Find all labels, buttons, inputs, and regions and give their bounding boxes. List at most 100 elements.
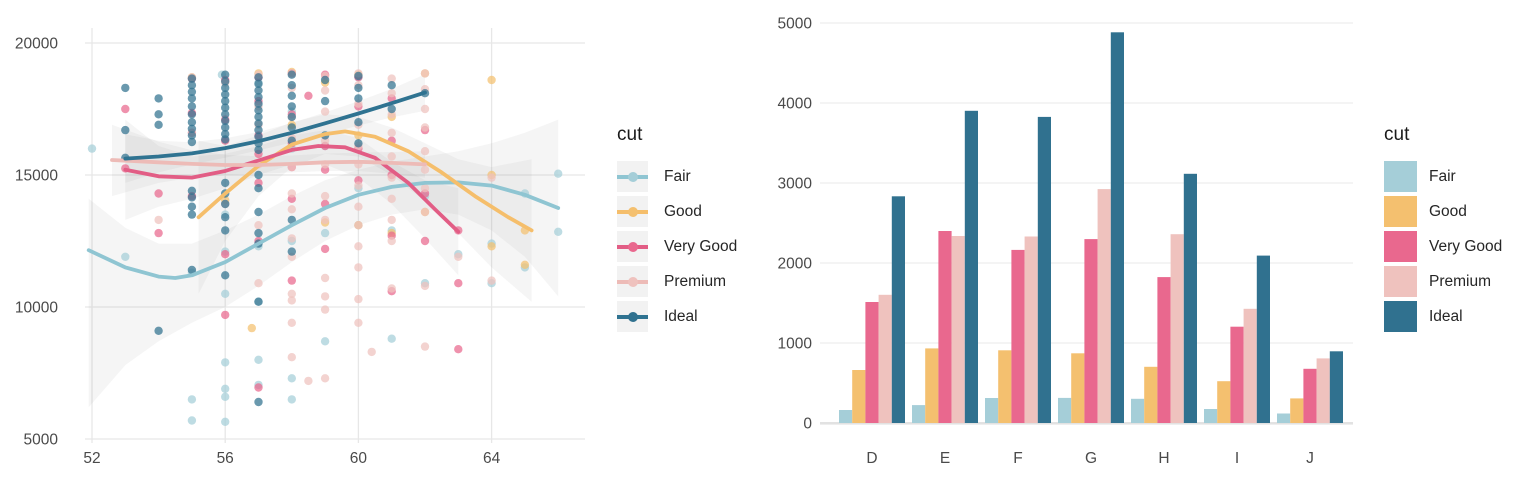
legend-item-very-good: Very Good (1384, 231, 1534, 262)
legend-item-premium: Premium (617, 266, 767, 297)
scatter-point-ideal (187, 202, 197, 211)
scatter-point-premium (320, 86, 330, 95)
scatter-point-very-good (304, 91, 313, 101)
scatter-point-premium (354, 181, 363, 190)
scatter-point-premium (320, 215, 330, 225)
scatter-point-ideal (287, 102, 296, 111)
scatter-point-premium (420, 207, 430, 217)
bar-d-fair (839, 410, 853, 423)
scatter-point-fair (187, 395, 197, 404)
scatter-point-premium (420, 123, 430, 132)
scatter-point-ideal (221, 226, 230, 235)
legend-key-dot-premium (627, 276, 638, 287)
bar-g-very-good (1084, 239, 1098, 423)
scatter-point-premium (287, 189, 296, 198)
scatter-point-ideal (254, 125, 263, 135)
scatter-point-premium (387, 89, 396, 98)
legend-label-ideal: Ideal (1429, 307, 1463, 325)
scatter-point-ideal (387, 81, 396, 90)
scatter-point-ideal (187, 102, 197, 111)
scatter-point-premium (354, 202, 363, 211)
bar-i-very-good (1230, 326, 1244, 423)
legend-cut-bar: cut Fair Good Very Good Premium Ideal (1384, 124, 1534, 336)
scatter-point-ideal (187, 81, 197, 90)
scatter-point-ideal (187, 186, 197, 195)
scatter-point-ideal (254, 170, 263, 180)
scatter-point-ideal (287, 91, 296, 101)
scatter-point-premium (254, 221, 263, 230)
confidence-band-good (198, 114, 532, 302)
legend-key-ideal (617, 301, 648, 332)
scatter-point-very-good (254, 383, 263, 392)
scatter-point-premium (420, 281, 430, 291)
bar-j-very-good (1303, 368, 1317, 423)
scatter-point-good (247, 323, 256, 333)
scatter-point-ideal (254, 397, 263, 407)
scatter-point-premium (320, 305, 330, 314)
bar-h-premium (1170, 234, 1184, 423)
scatter-point-premium (154, 215, 163, 225)
scatter-point-ideal (221, 271, 230, 280)
bar-f-fair (985, 398, 999, 423)
legend-label-fair: Fair (664, 167, 691, 185)
smooth-line-premium (110, 158, 427, 167)
scatter-point-premium (387, 128, 396, 137)
scatter-point-ideal (354, 94, 363, 103)
x-axis-category-label: H (1158, 450, 1169, 467)
legend-label-premium: Premium (664, 272, 727, 290)
scatter-point-good (487, 242, 496, 251)
scatter-point-ideal (254, 79, 263, 89)
scatter-point-very-good (454, 279, 463, 288)
bar-h-fair (1131, 398, 1145, 423)
scatter-point-ideal (187, 131, 197, 140)
bar-j-good (1290, 398, 1304, 423)
scatter-point-premium (487, 276, 496, 285)
legend-item-ideal: Ideal (617, 301, 767, 332)
scatter-point-premium (387, 152, 396, 161)
x-axis-category-label: E (940, 450, 950, 467)
confidence-band-ideal (125, 74, 426, 183)
y-axis-tick-label: 20000 (15, 36, 58, 53)
legend-key-dot-ideal (627, 311, 638, 322)
bar-j-fair (1277, 413, 1291, 423)
scatter-point-ideal (221, 83, 230, 93)
scatter-point-premium (354, 318, 363, 327)
scatter-point-ideal (287, 123, 296, 132)
bar-f-very-good (1011, 249, 1025, 423)
scatter-point-premium (420, 147, 430, 156)
x-axis-category-label: I (1235, 450, 1239, 467)
scatter-point-premium (354, 221, 363, 230)
scatter-point-ideal (320, 75, 330, 85)
scatter-point-fair (87, 144, 97, 153)
bar-g-good (1071, 353, 1085, 423)
legend-title-scatter: cut (617, 124, 643, 145)
scatter-point-ideal (187, 210, 197, 219)
scatter-point-ideal (221, 123, 230, 132)
legend-key-good (617, 196, 648, 227)
legend-key-very-good (617, 231, 648, 262)
bar-f-premium (1024, 236, 1038, 423)
scatter-point-premium (287, 205, 296, 214)
scatter-point-fair (221, 417, 230, 426)
legend-item-very-good: Very Good (617, 231, 767, 262)
legend-key-dot-very-good (627, 241, 638, 252)
scatter-point-ideal (254, 92, 263, 102)
scatter-point-premium (420, 104, 430, 114)
scatter-point-ideal (354, 118, 363, 127)
scatter-point-fair (387, 334, 396, 343)
scatter-point-ideal (221, 90, 230, 99)
y-axis-tick-label: 15000 (15, 168, 58, 185)
scatter-point-premium (420, 69, 430, 78)
legend-item-fair: Fair (617, 161, 767, 192)
y-axis-tick-label: 0 (803, 416, 812, 433)
scatter-point-ideal (187, 137, 197, 147)
x-axis-category-label: D (866, 450, 877, 467)
x-axis-category-label: G (1085, 450, 1097, 467)
bar-g-fair (1058, 397, 1072, 423)
scatter-point-fair (221, 392, 230, 401)
legend-item-ideal: Ideal (1384, 301, 1534, 332)
scatter-point-premium (320, 292, 330, 301)
scatter-point-premium (287, 353, 296, 362)
scatter-point-ideal (154, 326, 163, 335)
